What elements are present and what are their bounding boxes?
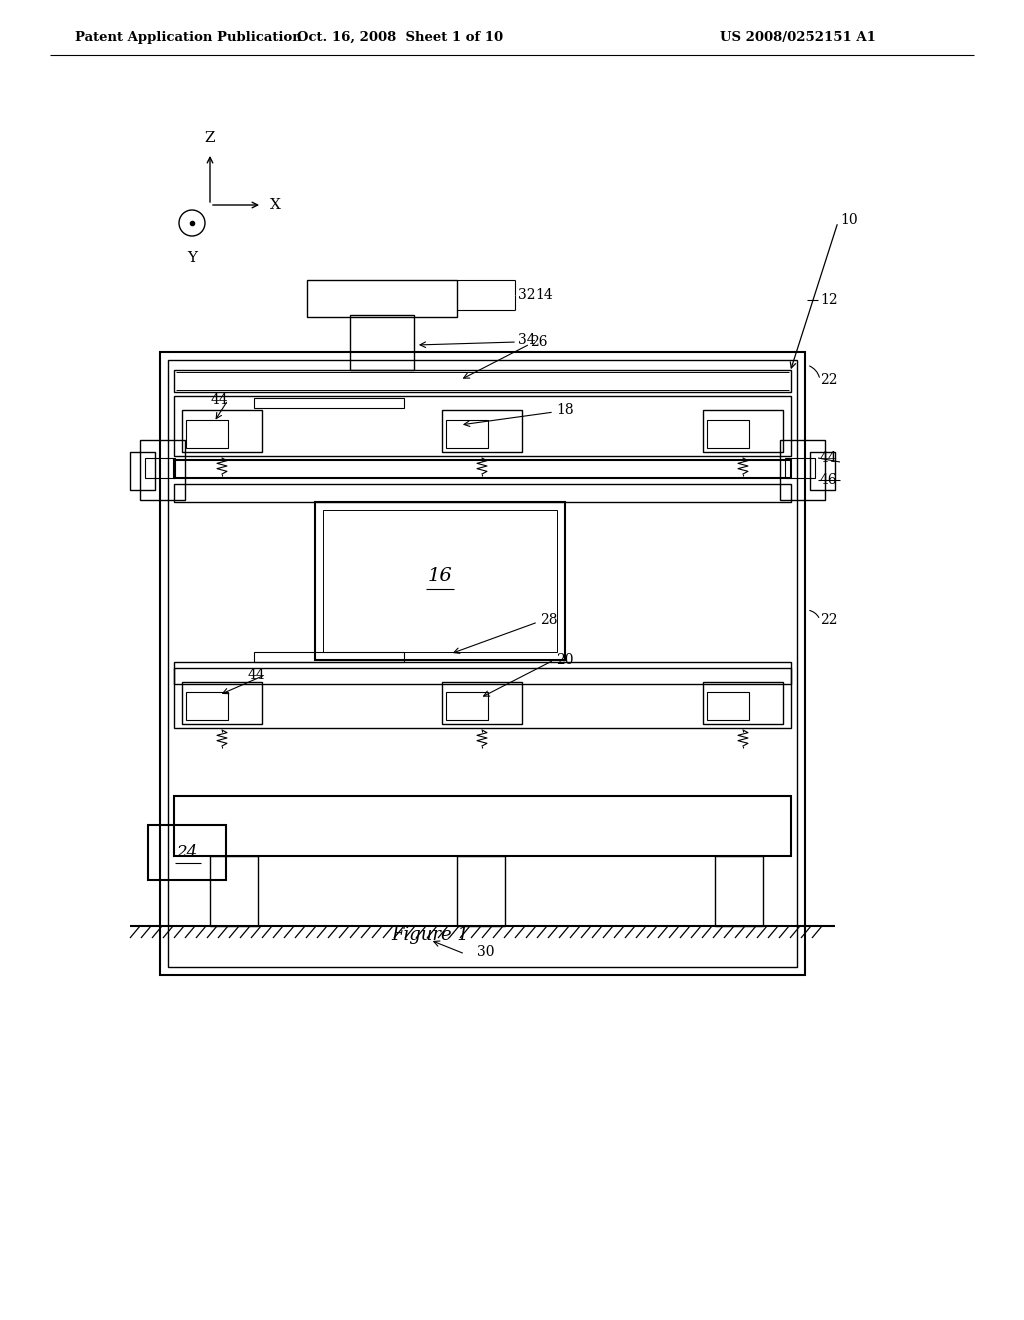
Bar (442, 682, 522, 723)
Bar (210, 855, 258, 927)
Text: US 2008/0252151 A1: US 2008/0252151 A1 (720, 30, 876, 44)
Text: 18: 18 (556, 403, 573, 417)
Bar (168, 360, 797, 968)
Bar (715, 855, 763, 927)
Text: 44: 44 (247, 668, 265, 682)
Bar (174, 370, 791, 392)
Bar (254, 652, 404, 663)
Bar (446, 420, 488, 447)
Text: Z: Z (205, 131, 215, 145)
Bar (315, 502, 565, 660)
Bar (457, 855, 505, 927)
Text: X: X (270, 198, 281, 213)
Circle shape (179, 210, 205, 236)
Bar (160, 352, 805, 975)
Text: 44: 44 (210, 393, 228, 407)
Bar (174, 396, 791, 455)
Text: 46: 46 (820, 473, 838, 487)
Text: Oct. 16, 2008  Sheet 1 of 10: Oct. 16, 2008 Sheet 1 of 10 (297, 30, 503, 44)
Bar (182, 682, 262, 723)
Bar (254, 399, 404, 408)
Text: 10: 10 (840, 213, 858, 227)
Bar (780, 440, 825, 500)
Text: 34: 34 (518, 333, 536, 347)
Text: Y: Y (187, 251, 197, 265)
Bar (145, 458, 175, 478)
Text: 44: 44 (820, 451, 838, 465)
Text: Figure 1: Figure 1 (391, 927, 469, 944)
Bar (810, 451, 835, 490)
Bar (148, 825, 226, 880)
Bar (174, 484, 791, 502)
Text: 32: 32 (518, 288, 536, 302)
Bar (130, 451, 155, 490)
Bar (186, 692, 228, 719)
Bar (307, 280, 457, 317)
Text: 14: 14 (535, 288, 553, 302)
Bar (174, 663, 791, 684)
Bar (323, 510, 557, 652)
Text: 22: 22 (820, 374, 838, 387)
Text: 26: 26 (530, 335, 548, 348)
Bar (785, 458, 815, 478)
Bar (350, 315, 414, 370)
Text: 12: 12 (820, 293, 838, 308)
Bar (140, 440, 185, 500)
Text: 22: 22 (820, 612, 838, 627)
Bar (174, 796, 791, 855)
Text: 16: 16 (428, 568, 453, 585)
Bar (186, 420, 228, 447)
Bar (174, 459, 791, 478)
Text: 30: 30 (477, 945, 495, 960)
Bar (442, 411, 522, 451)
Text: 28: 28 (540, 612, 557, 627)
Bar (182, 411, 262, 451)
Bar (703, 411, 783, 451)
Text: 20: 20 (556, 653, 573, 667)
Text: Patent Application Publication: Patent Application Publication (75, 30, 302, 44)
Text: 24: 24 (176, 843, 198, 861)
Bar (446, 692, 488, 719)
Bar (174, 668, 791, 729)
Bar (707, 692, 749, 719)
Bar (703, 682, 783, 723)
Bar (707, 420, 749, 447)
